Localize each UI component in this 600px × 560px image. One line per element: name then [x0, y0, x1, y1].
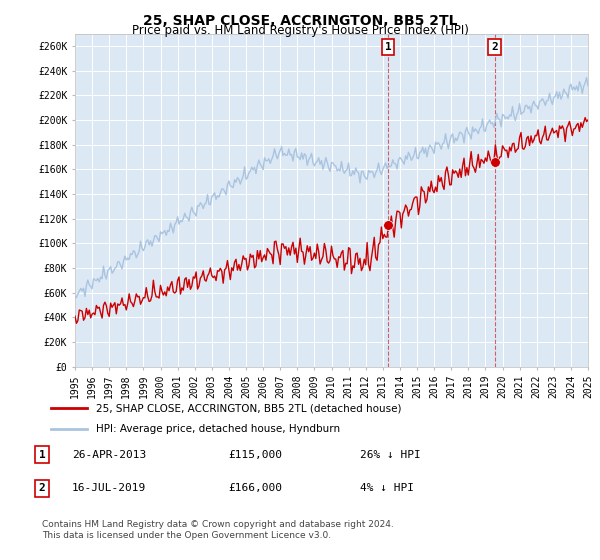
Text: 25, SHAP CLOSE, ACCRINGTON, BB5 2TL: 25, SHAP CLOSE, ACCRINGTON, BB5 2TL — [143, 14, 457, 28]
Text: 25, SHAP CLOSE, ACCRINGTON, BB5 2TL (detached house): 25, SHAP CLOSE, ACCRINGTON, BB5 2TL (det… — [96, 403, 401, 413]
Text: This data is licensed under the Open Government Licence v3.0.: This data is licensed under the Open Gov… — [42, 531, 331, 540]
Text: HPI: Average price, detached house, Hyndburn: HPI: Average price, detached house, Hynd… — [96, 424, 340, 434]
Text: 2: 2 — [38, 483, 46, 493]
Text: Contains HM Land Registry data © Crown copyright and database right 2024.: Contains HM Land Registry data © Crown c… — [42, 520, 394, 529]
Text: £115,000: £115,000 — [228, 450, 282, 460]
Text: 26-APR-2013: 26-APR-2013 — [72, 450, 146, 460]
Text: 1: 1 — [38, 450, 46, 460]
Text: 16-JUL-2019: 16-JUL-2019 — [72, 483, 146, 493]
Text: 4% ↓ HPI: 4% ↓ HPI — [360, 483, 414, 493]
Text: 26% ↓ HPI: 26% ↓ HPI — [360, 450, 421, 460]
Text: Price paid vs. HM Land Registry's House Price Index (HPI): Price paid vs. HM Land Registry's House … — [131, 24, 469, 37]
Text: £166,000: £166,000 — [228, 483, 282, 493]
Text: 1: 1 — [385, 42, 392, 52]
Text: 2: 2 — [491, 42, 498, 52]
